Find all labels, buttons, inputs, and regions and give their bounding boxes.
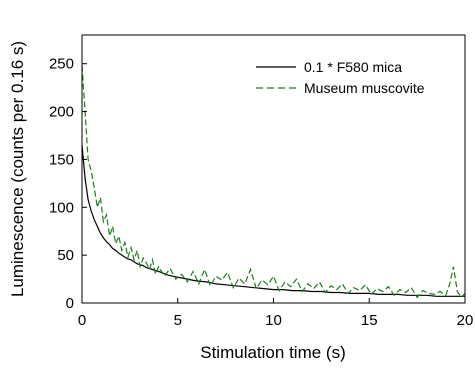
y-tick-label: 200 bbox=[49, 104, 74, 121]
legend: 0.1 * F580 mica Museum muscovite bbox=[256, 59, 425, 96]
x-tick-label: 5 bbox=[174, 312, 182, 329]
x-axis: 0 5 10 15 20 bbox=[78, 298, 474, 329]
x-axis-label: Stimulation time (s) bbox=[200, 343, 345, 362]
y-axis: 0 50 100 150 200 250 bbox=[49, 56, 87, 312]
y-tick-label: 50 bbox=[57, 247, 74, 264]
x-tick-label: 15 bbox=[361, 312, 378, 329]
plot-frame bbox=[81, 34, 466, 304]
y-axis-label: Luminescence (counts per 0.16 s) bbox=[8, 41, 27, 297]
series-line-f580-mica bbox=[81, 145, 465, 297]
x-tick-label: 20 bbox=[457, 312, 474, 329]
x-tick-label: 10 bbox=[265, 312, 282, 329]
series-line-museum-muscovite bbox=[81, 65, 466, 299]
y-tick-label: 100 bbox=[49, 199, 74, 216]
legend-label-museum: Museum muscovite bbox=[304, 80, 425, 96]
y-tick-label: 0 bbox=[66, 295, 74, 312]
x-tick-label: 0 bbox=[78, 312, 86, 329]
plot-area bbox=[81, 65, 466, 299]
y-tick-label: 150 bbox=[49, 151, 74, 168]
legend-label-f580: 0.1 * F580 mica bbox=[304, 59, 402, 75]
y-tick-label: 250 bbox=[49, 56, 74, 73]
